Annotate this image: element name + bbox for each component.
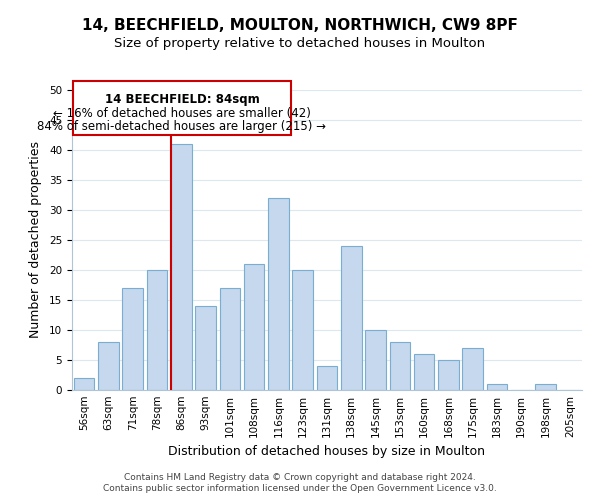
Text: 14 BEECHFIELD: 84sqm: 14 BEECHFIELD: 84sqm: [104, 93, 259, 106]
Text: Size of property relative to detached houses in Moulton: Size of property relative to detached ho…: [115, 38, 485, 51]
Text: 14, BEECHFIELD, MOULTON, NORTHWICH, CW9 8PF: 14, BEECHFIELD, MOULTON, NORTHWICH, CW9 …: [82, 18, 518, 32]
Bar: [122, 288, 143, 390]
Bar: [341, 246, 362, 390]
Bar: [220, 288, 240, 390]
FancyBboxPatch shape: [73, 81, 290, 135]
Bar: [414, 354, 434, 390]
Text: 84% of semi-detached houses are larger (215) →: 84% of semi-detached houses are larger (…: [37, 120, 326, 133]
Bar: [292, 270, 313, 390]
Bar: [463, 348, 483, 390]
Bar: [171, 144, 191, 390]
Text: ← 16% of detached houses are smaller (42): ← 16% of detached houses are smaller (42…: [53, 107, 311, 120]
Bar: [487, 384, 508, 390]
X-axis label: Distribution of detached houses by size in Moulton: Distribution of detached houses by size …: [169, 446, 485, 458]
Bar: [535, 384, 556, 390]
Bar: [74, 378, 94, 390]
Bar: [244, 264, 265, 390]
Bar: [389, 342, 410, 390]
Bar: [195, 306, 216, 390]
Y-axis label: Number of detached properties: Number of detached properties: [29, 142, 42, 338]
Text: Contains public sector information licensed under the Open Government Licence v3: Contains public sector information licen…: [103, 484, 497, 493]
Bar: [438, 360, 459, 390]
Text: Contains HM Land Registry data © Crown copyright and database right 2024.: Contains HM Land Registry data © Crown c…: [124, 472, 476, 482]
Bar: [268, 198, 289, 390]
Bar: [317, 366, 337, 390]
Bar: [146, 270, 167, 390]
Bar: [365, 330, 386, 390]
Bar: [98, 342, 119, 390]
